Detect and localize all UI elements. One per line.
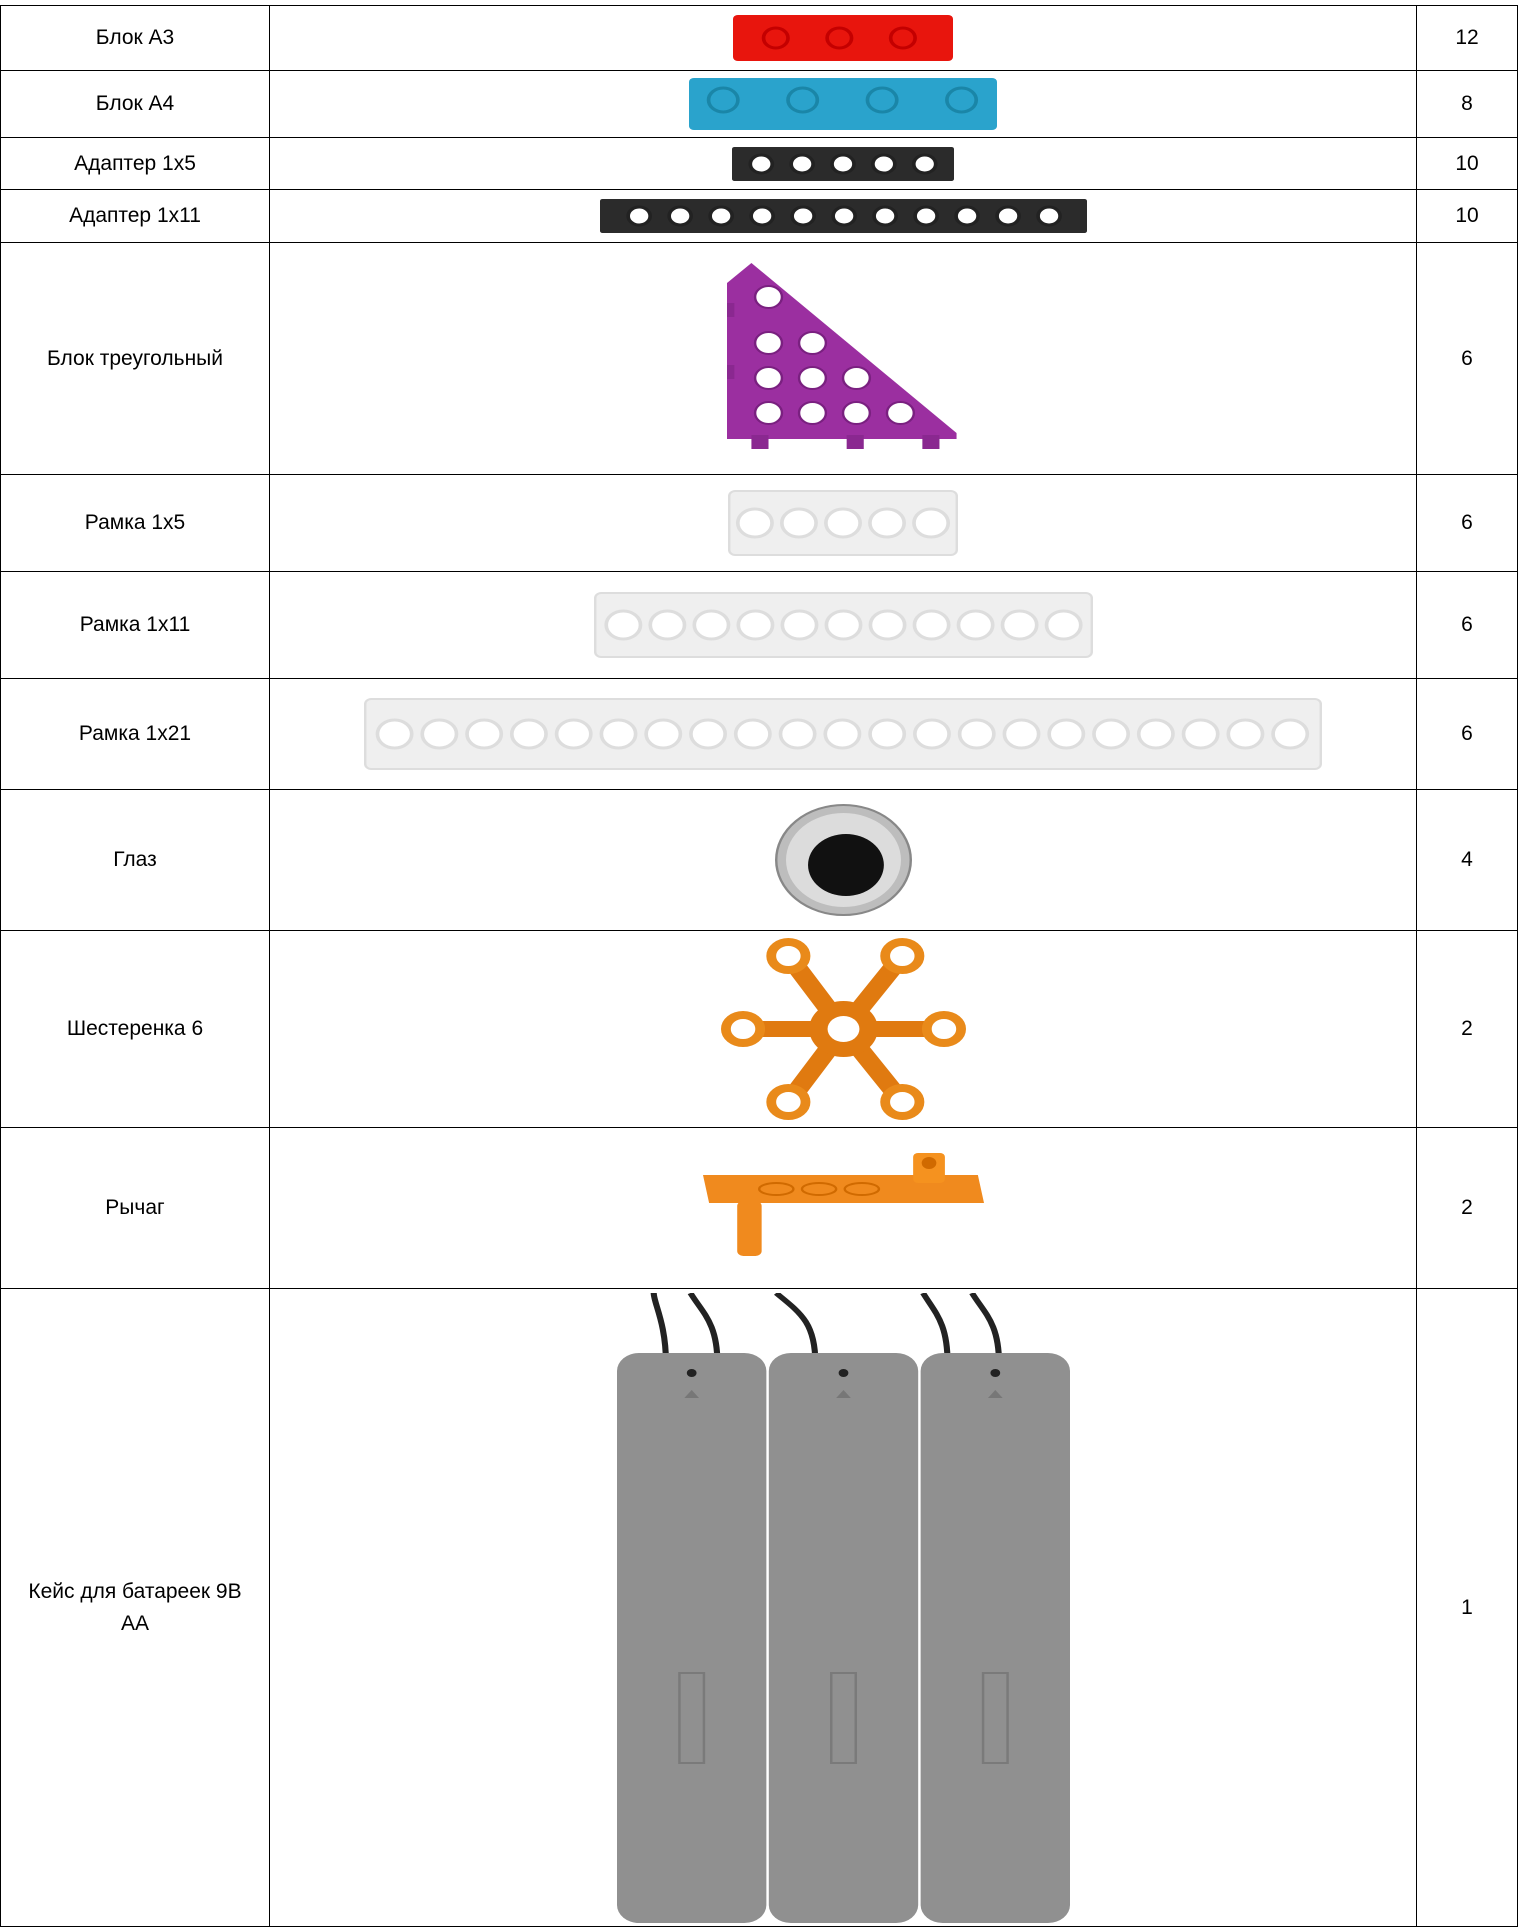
row: Рамка 1х5 6 (0, 474, 1518, 572)
part-image (269, 5, 1417, 71)
part-image (269, 571, 1417, 679)
quantity: 2 (1416, 1127, 1518, 1289)
quantity: 1 (1416, 1288, 1518, 1927)
part-name: Блок А4 (0, 70, 270, 138)
part-name: Адаптер 1х11 (0, 189, 270, 243)
part-image (269, 137, 1417, 190)
row: Рамка 1х21 6 (0, 678, 1518, 790)
quantity: 10 (1416, 189, 1518, 243)
quantity: 6 (1416, 571, 1518, 679)
part-image (269, 678, 1417, 790)
part-image (269, 189, 1417, 243)
quantity: 12 (1416, 5, 1518, 71)
quantity: 6 (1416, 474, 1518, 572)
part-image (269, 1127, 1417, 1289)
quantity: 4 (1416, 789, 1518, 931)
quantity: 2 (1416, 930, 1518, 1128)
part-image (269, 930, 1417, 1128)
part-name: Блок треугольный (0, 242, 270, 475)
part-image (269, 70, 1417, 138)
row: Блок треугольный 6 (0, 242, 1518, 475)
part-image (269, 474, 1417, 572)
row: Адаптер 1х5 10 (0, 137, 1518, 190)
part-name: Рычаг (0, 1127, 270, 1289)
part-name: Рамка 1х21 (0, 678, 270, 790)
quantity: 10 (1416, 137, 1518, 190)
row: Кейс для батареек 9В АА 1 (0, 1288, 1518, 1927)
part-image (269, 242, 1417, 475)
part-image (269, 789, 1417, 931)
parts-table: Блок А3 12 Блок А4 8 Адаптер 1х5 10 Адап… (0, 5, 1518, 1927)
row: Глаз 4 (0, 789, 1518, 931)
row: Рамка 1х11 6 (0, 571, 1518, 679)
part-name: Рамка 1х5 (0, 474, 270, 572)
part-name: Адаптер 1х5 (0, 137, 270, 190)
part-image (269, 1288, 1417, 1927)
part-name: Рамка 1х11 (0, 571, 270, 679)
quantity: 6 (1416, 242, 1518, 475)
quantity: 8 (1416, 70, 1518, 138)
part-name: Шестеренка 6 (0, 930, 270, 1128)
quantity: 6 (1416, 678, 1518, 790)
part-name: Блок А3 (0, 5, 270, 71)
part-name: Кейс для батареек 9В АА (0, 1288, 270, 1927)
row: Блок А3 12 (0, 5, 1518, 71)
part-name: Глаз (0, 789, 270, 931)
row: Рычаг 2 (0, 1127, 1518, 1289)
row: Шестеренка 6 2 (0, 930, 1518, 1128)
row: Блок А4 8 (0, 70, 1518, 138)
row: Адаптер 1х11 10 (0, 189, 1518, 243)
